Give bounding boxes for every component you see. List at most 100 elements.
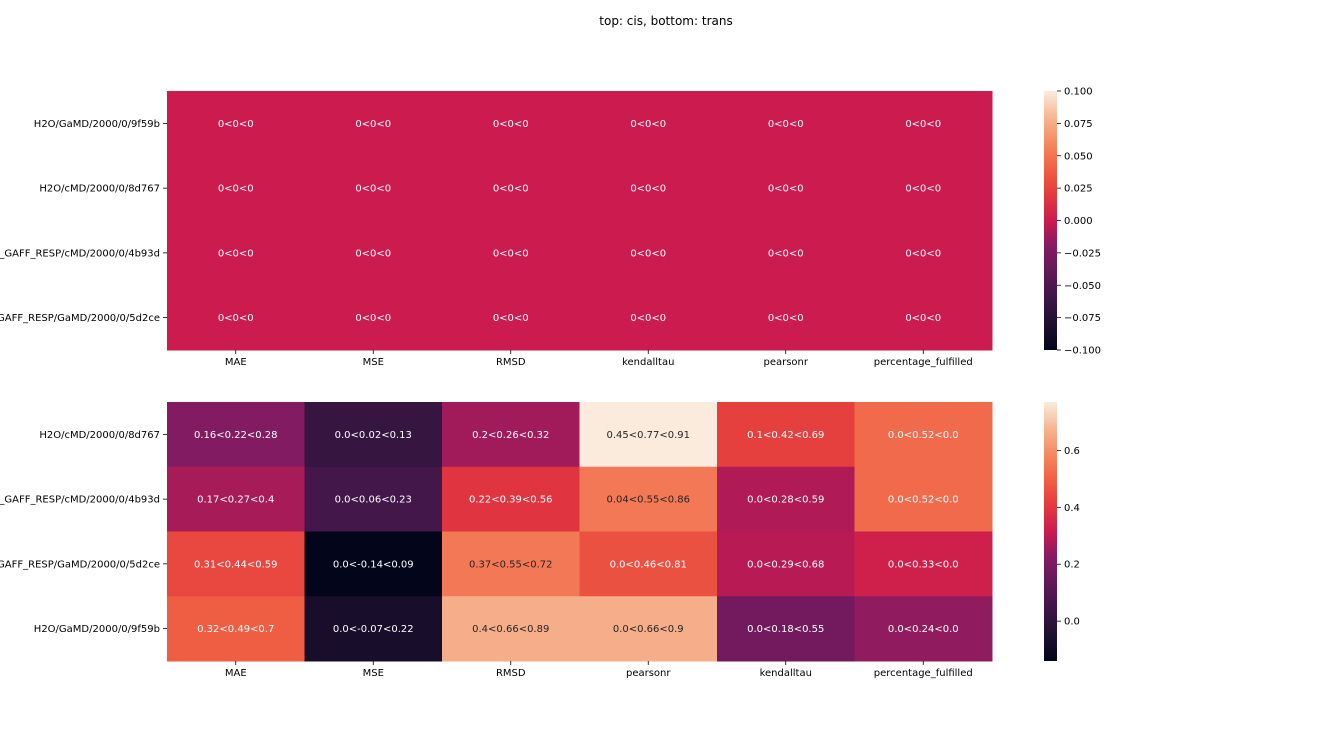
cell-annotation: 0.0<0.06<0.23 [335, 495, 412, 506]
column-label: MSE [363, 357, 384, 368]
cell-annotation: 0.0<0.28<0.59 [747, 495, 824, 506]
cell-annotation: 0<0<0 [768, 248, 804, 259]
row-label: H2O/GaMD/2000/0/9f59b [34, 119, 160, 130]
cell-annotation: 0<0<0 [630, 184, 666, 195]
colorbar-tick-label: −0.050 [1064, 281, 1101, 292]
row-label: H2O_GAFF_RESP/cMD/2000/0/4b93d [0, 248, 160, 259]
heatmap-cell [579, 596, 718, 662]
heatmap-cell [579, 91, 718, 157]
colorbar-tick-label: 0.050 [1064, 151, 1093, 162]
heatmap-cell [442, 220, 580, 286]
heatmap-cell [167, 155, 305, 221]
cell-annotation: 0<0<0 [493, 313, 529, 324]
heatmap-cell [579, 155, 718, 221]
heatmap-cell [304, 155, 443, 221]
heatmap-cell [442, 402, 580, 468]
cell-annotation: 0<0<0 [768, 184, 804, 195]
cell-annotation: 0<0<0 [493, 248, 529, 259]
heatmap-cell [442, 466, 580, 532]
row-label: H2O_GAFF_RESP/GaMD/2000/0/5d2ce [0, 313, 160, 324]
column-label: pearsonr [626, 668, 671, 679]
heatmap-cell [442, 596, 580, 662]
row-label: H2O_GAFF_RESP/cMD/2000/0/4b93d [0, 495, 160, 506]
cell-annotation: 0<0<0 [218, 119, 254, 130]
column-label: kendalltau [622, 357, 674, 368]
colorbar-gradient [1044, 91, 1057, 350]
heatmap-cell [717, 402, 855, 468]
heatmap-cell [442, 155, 580, 221]
heatmap-cell [579, 220, 718, 286]
heatmap-cell [579, 402, 718, 468]
heatmap-cell [579, 531, 718, 597]
cell-annotation: 0.0<0.46<0.81 [610, 559, 687, 570]
column-label: MSE [363, 668, 384, 679]
colorbar-tick-label: 0.0 [1064, 617, 1080, 628]
heatmap-cell [717, 285, 855, 351]
column-label: percentage_fulfilled [874, 668, 973, 679]
heatmap-cell [304, 531, 443, 597]
cell-annotation: 0.04<0.55<0.86 [606, 495, 690, 506]
heatmap-trans: 0.16<0.22<0.28 0.0<0.02<0.13 0.2<0.26<0.32… [0, 402, 1080, 679]
heatmap-cell [717, 466, 855, 532]
heatmap-cell [167, 285, 305, 351]
column-label: MAE [225, 357, 247, 368]
heatmap-cell [854, 155, 993, 221]
figure-title: top: cis, bottom: trans [599, 14, 732, 28]
cell-annotation: 0.0<0.02<0.13 [335, 430, 412, 441]
heatmap-cell [717, 596, 855, 662]
heatmap-cell [854, 402, 993, 468]
heatmap-cell [854, 466, 993, 532]
cell-annotation: 0<0<0 [768, 119, 804, 130]
heatmap-cell [167, 596, 305, 662]
colorbar-trans: 0.6 0.4 0.2 0.0 [1044, 402, 1080, 661]
row-label: H2O/cMD/2000/0/8d767 [39, 184, 160, 195]
colorbar-tick-label: 0.6 [1064, 446, 1080, 457]
heatmap-cis: 0<0<0 0<0<0 0<0<0 0<0<0 0<0<0 0<0<0 0<0<0 0<0<0… [0, 87, 1101, 369]
cell-annotation: 0<0<0 [355, 119, 391, 130]
cell-annotation: 0.32<0.49<0.7 [197, 624, 274, 635]
cell-annotation: 0<0<0 [905, 313, 941, 324]
heatmap-cell [442, 531, 580, 597]
cell-annotation: 0.16<0.22<0.28 [194, 430, 278, 441]
cell-annotation: 0.0<-0.14<0.09 [333, 559, 414, 570]
heatmap-cell [717, 91, 855, 157]
cell-annotation: 0<0<0 [768, 313, 804, 324]
heatmap-cell [854, 531, 993, 597]
colorbar-gradient [1044, 402, 1057, 661]
heatmap-cell [442, 91, 580, 157]
colorbar-tick-label: −0.025 [1064, 248, 1101, 259]
colorbar-tick-label: 0.100 [1064, 87, 1093, 98]
cell-annotation: 0<0<0 [218, 184, 254, 195]
colorbar-tick-label: 0.075 [1064, 119, 1093, 130]
row-label: H2O/cMD/2000/0/8d767 [39, 430, 160, 441]
column-label: RMSD [496, 357, 526, 368]
heatmap-cell [579, 285, 718, 351]
cell-annotation: 0.45<0.77<0.91 [606, 430, 690, 441]
colorbar-tick-label: −0.075 [1064, 313, 1101, 324]
column-label: RMSD [496, 668, 526, 679]
heatmap-cell [304, 402, 443, 468]
colorbar-tick-label: 0.025 [1064, 184, 1093, 195]
cell-annotation: 0<0<0 [630, 313, 666, 324]
heatmap-cell [167, 402, 305, 468]
cell-annotation: 0<0<0 [905, 119, 941, 130]
heatmap-cell [854, 596, 993, 662]
cell-annotation: 0.17<0.27<0.4 [197, 495, 274, 506]
heatmap-cell [167, 466, 305, 532]
cell-annotation: 0<0<0 [905, 248, 941, 259]
cell-annotation: 0.0<0.18<0.55 [747, 624, 824, 635]
cell-annotation: 0.0<0.24<0.0 [888, 624, 959, 635]
cell-annotation: 0<0<0 [493, 184, 529, 195]
cell-annotation: 0<0<0 [355, 248, 391, 259]
heatmap-cell [304, 285, 443, 351]
cell-annotation: 0.0<0.66<0.9 [613, 624, 684, 635]
cell-annotation: 0.2<0.26<0.32 [472, 430, 549, 441]
cell-annotation: 0<0<0 [218, 313, 254, 324]
cell-annotation: 0.0<0.33<0.0 [888, 559, 959, 570]
heatmap-cell [167, 220, 305, 286]
heatmap-cell [579, 466, 718, 532]
cell-annotation: 0.0<0.29<0.68 [747, 559, 824, 570]
colorbar-tick-label: 0.2 [1064, 560, 1080, 571]
cell-annotation: 0.0<0.52<0.0 [888, 430, 959, 441]
cell-annotation: 0<0<0 [355, 313, 391, 324]
